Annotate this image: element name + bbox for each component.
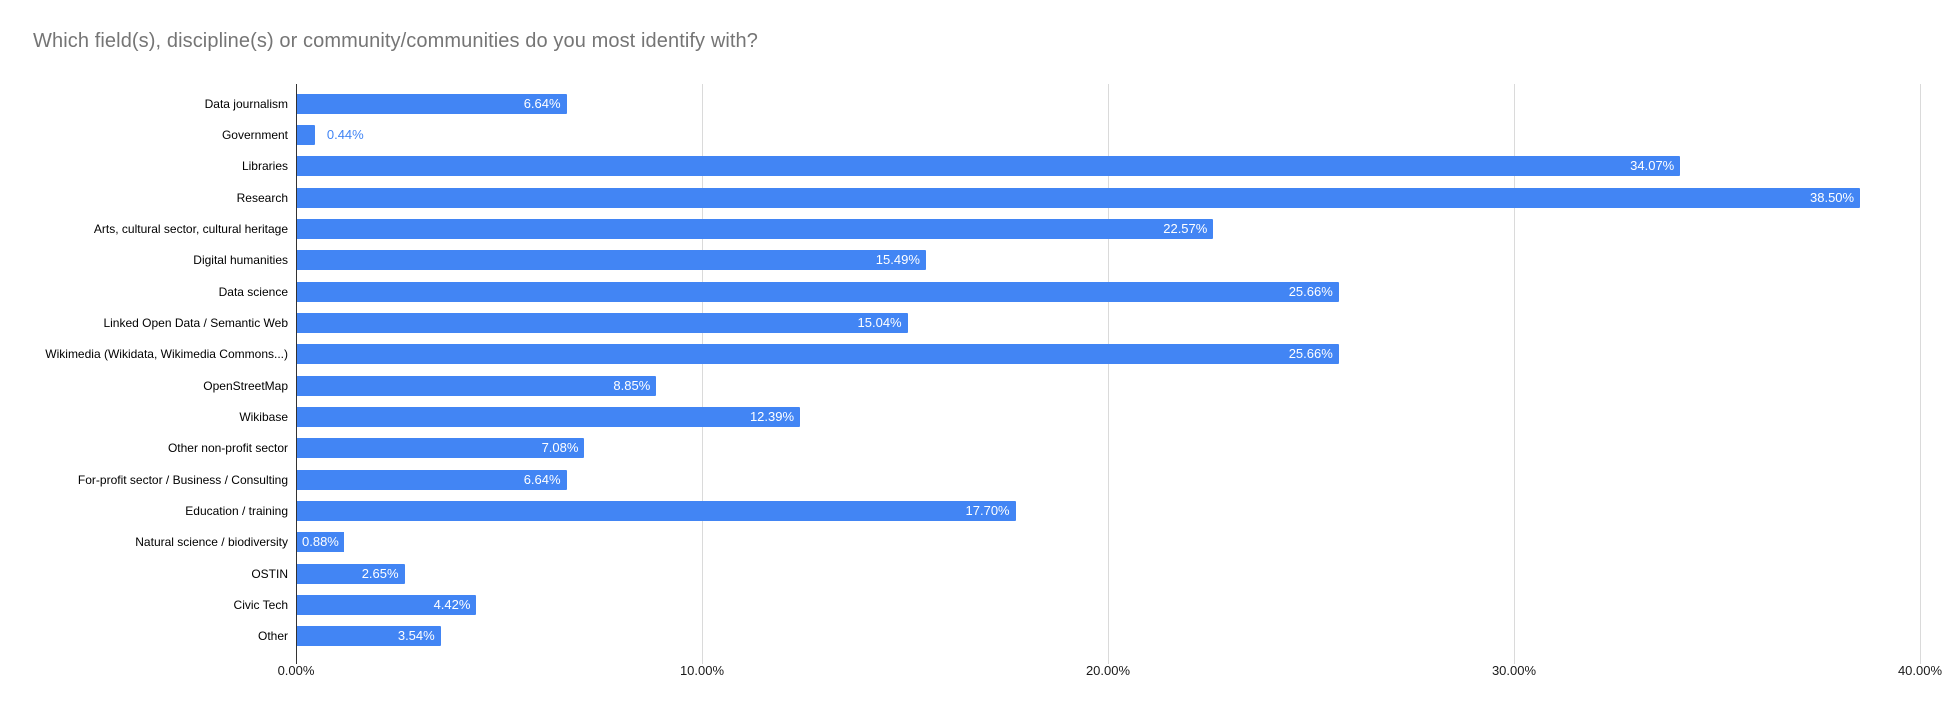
- bar-ostin[interactable]: 2.65%: [297, 563, 405, 584]
- category-label-education-training: Education / training: [185, 503, 288, 518]
- category-label-government: Government: [221, 127, 288, 142]
- value-label-data-journalism: 6.64%: [523, 95, 561, 111]
- bar-row-digital-humanities: 15.49%: [296, 245, 1920, 276]
- value-label-openstreetmap: 8.85%: [613, 377, 651, 393]
- bar-for-profit-sector-business-consulting[interactable]: 6.64%: [297, 469, 567, 490]
- category-axis-labels: Data journalism Government Libraries Resear…: [0, 88, 288, 652]
- gridline-10.00%: [702, 84, 703, 656]
- bar-row-linked-open-data-semantic-web: 15.04%: [296, 307, 1920, 338]
- x-tick-label-20.00%: 20.00%: [1085, 663, 1131, 678]
- category-label-other-non-profit-sector: Other non-profit sector: [167, 441, 288, 456]
- value-label-arts-cultural-sector-cultural-heritage: 22.57%: [1163, 220, 1208, 236]
- bar-government[interactable]: [297, 124, 315, 145]
- value-label-other-non-profit-sector: 7.08%: [541, 440, 579, 456]
- category-label-research: Research: [236, 190, 288, 205]
- bar-row-natural-science-biodiversity: 0.88%: [296, 527, 1920, 558]
- x-tick-40.00%: [1920, 656, 1921, 664]
- category-label-libraries: Libraries: [241, 159, 288, 174]
- gridline-40.00%: [1920, 84, 1921, 656]
- x-tick-label-0.00%: 0.00%: [277, 663, 315, 678]
- bar-row-research: 38.50%: [296, 182, 1920, 213]
- bar-row-wikimedia-wikidata-wikimedia-commons: 25.66%: [296, 339, 1920, 370]
- category-label-natural-science-biodiversity: Natural science / biodiversity: [135, 535, 288, 550]
- bar-data-journalism[interactable]: 6.64%: [297, 93, 567, 114]
- value-label-data-science: 25.66%: [1288, 283, 1333, 299]
- value-label-other: 3.54%: [397, 628, 435, 644]
- bar-row-for-profit-sector-business-consulting: 6.64%: [296, 464, 1920, 495]
- category-label-for-profit-sector-business-consulting: For-profit sector / Business / Consultin…: [77, 472, 288, 487]
- value-label-wikibase: 12.39%: [749, 408, 795, 424]
- bar-arts-cultural-sector-cultural-heritage[interactable]: 22.57%: [297, 218, 1214, 239]
- value-label-ostin: 2.65%: [361, 565, 399, 581]
- value-label-for-profit-sector-business-consulting: 6.64%: [523, 471, 561, 487]
- x-tick-label-40.00%: 40.00%: [1897, 663, 1943, 678]
- bar-wikimedia-wikidata-wikimedia-commons[interactable]: 25.66%: [297, 344, 1339, 365]
- bar-libraries[interactable]: 34.07%: [297, 156, 1681, 177]
- bar-row-arts-cultural-sector-cultural-heritage: 22.57%: [296, 213, 1920, 244]
- y-axis-line: [296, 84, 297, 656]
- bar-row-openstreetmap: 8.85%: [296, 370, 1920, 401]
- bar-rows: 6.64% 0.44% 34.07% 38.50% 22.57% 15.49% 25.66%…: [296, 88, 1920, 652]
- category-label-linked-open-data-semantic-web: Linked Open Data / Semantic Web: [103, 315, 288, 330]
- bar-research[interactable]: 38.50%: [297, 187, 1861, 208]
- bar-civic-tech[interactable]: 4.42%: [297, 594, 477, 615]
- value-label-civic-tech: 4.42%: [433, 596, 471, 612]
- x-tick-20.00%: [1108, 656, 1109, 664]
- value-label-linked-open-data-semantic-web: 15.04%: [857, 314, 902, 330]
- category-label-wikimedia-wikidata-wikimedia-commons: Wikimedia (Wikidata, Wikimedia Commons..…: [45, 347, 288, 362]
- bar-row-education-training: 17.70%: [296, 495, 1920, 526]
- category-label-data-science: Data science: [218, 284, 288, 299]
- x-tick-30.00%: [1514, 656, 1515, 664]
- bar-row-other-non-profit-sector: 7.08%: [296, 433, 1920, 464]
- bar-linked-open-data-semantic-web[interactable]: 15.04%: [297, 312, 908, 333]
- x-tick-label-30.00%: 30.00%: [1491, 663, 1537, 678]
- bar-education-training[interactable]: 17.70%: [297, 500, 1016, 521]
- bar-row-other: 3.54%: [296, 621, 1920, 652]
- value-label-wikimedia-wikidata-wikimedia-commons: 25.66%: [1288, 346, 1333, 362]
- bar-row-libraries: 34.07%: [296, 151, 1920, 182]
- value-label-education-training: 17.70%: [965, 502, 1010, 518]
- value-label-government: 0.44%: [326, 126, 364, 142]
- bar-row-ostin: 2.65%: [296, 558, 1920, 589]
- category-label-other: Other: [257, 629, 288, 644]
- value-label-digital-humanities: 15.49%: [875, 252, 920, 268]
- bar-row-data-science: 25.66%: [296, 276, 1920, 307]
- value-label-natural-science-biodiversity: 0.88%: [297, 532, 344, 553]
- category-label-wikibase: Wikibase: [239, 409, 288, 424]
- bar-wikibase[interactable]: 12.39%: [297, 406, 801, 427]
- category-label-data-journalism: Data journalism: [204, 96, 288, 111]
- category-label-digital-humanities: Digital humanities: [193, 253, 288, 268]
- x-tick-0.00%: [296, 656, 297, 664]
- x-tick-label-10.00%: 10.00%: [679, 663, 725, 678]
- bar-digital-humanities[interactable]: 15.49%: [297, 250, 926, 271]
- value-label-research: 38.50%: [1810, 189, 1855, 205]
- category-label-arts-cultural-sector-cultural-heritage: Arts, cultural sector, cultural heritage: [93, 221, 288, 236]
- plot-area: 6.64% 0.44% 34.07% 38.50% 22.57% 15.49% 25.66%…: [296, 84, 1921, 656]
- category-label-openstreetmap: OpenStreetMap: [203, 378, 288, 393]
- bar-row-data-journalism: 6.64%: [296, 88, 1920, 119]
- category-label-civic-tech: Civic Tech: [233, 597, 288, 612]
- category-label-ostin: OSTIN: [251, 566, 288, 581]
- gridline-20.00%: [1108, 84, 1109, 656]
- x-tick-10.00%: [702, 656, 703, 664]
- bar-openstreetmap[interactable]: 8.85%: [297, 375, 657, 396]
- bar-data-science[interactable]: 25.66%: [297, 281, 1339, 302]
- bar-other-non-profit-sector[interactable]: 7.08%: [297, 438, 585, 459]
- bar-row-government: 0.44%: [296, 119, 1920, 150]
- bar-row-civic-tech: 4.42%: [296, 589, 1920, 620]
- gridline-30.00%: [1514, 84, 1515, 656]
- bar-other[interactable]: 3.54%: [297, 626, 441, 647]
- chart-title: Which field(s), discipline(s) or communi…: [33, 30, 759, 52]
- bar-row-wikibase: 12.39%: [296, 401, 1920, 432]
- value-label-libraries: 34.07%: [1630, 158, 1675, 174]
